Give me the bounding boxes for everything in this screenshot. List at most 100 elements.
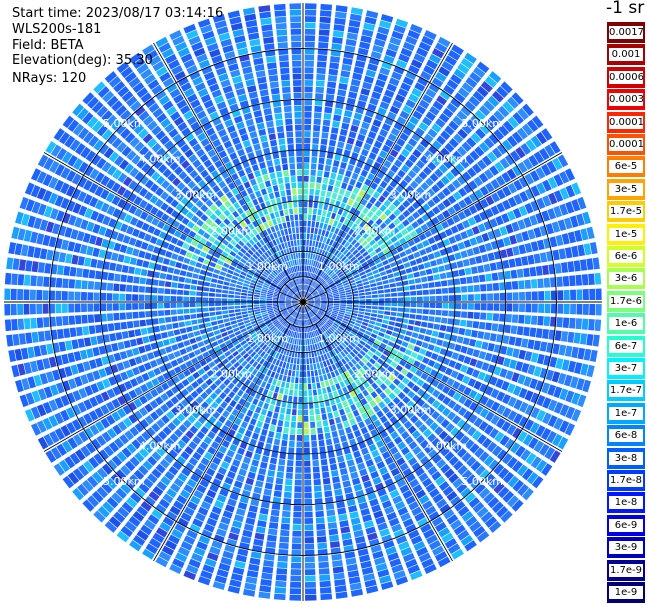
radar-gate [274,587,287,594]
radar-gate [208,292,215,297]
radar-gate [305,345,308,352]
radar-gate [574,362,583,375]
radar-gate [151,295,158,301]
radar-gate [190,313,197,319]
radar-gate [169,337,177,345]
radar-gate [336,194,343,202]
radar-gate [253,302,260,305]
radar-gate [529,422,540,434]
radar-gate [205,240,213,248]
radar-gate [209,462,219,471]
radar-gate [159,521,171,533]
radar-gate [379,494,390,503]
radar-gate [216,284,223,289]
radar-gate [333,24,345,32]
radar-gate [213,534,225,543]
radar-gate [367,492,377,501]
radar-gate [98,449,110,461]
radar-gate [384,506,395,515]
radar-gate [264,319,271,324]
radar-gate [208,302,215,307]
radar-gate [138,294,145,301]
radar-gate [239,441,248,450]
radar-gate [500,510,513,523]
radar-gate [336,174,344,182]
radar-gate [272,378,278,386]
radar-gate [10,304,17,316]
radar-gate [247,471,256,480]
radar-gate [253,486,263,494]
radar-gate [582,303,589,315]
radar-gate [248,32,260,41]
radar-gate [347,322,354,328]
radar-gate [240,368,247,375]
radar-gate [407,325,414,331]
radar-gate [281,354,286,362]
radar-gate [326,444,334,452]
radar-gate [295,312,299,318]
radar-gate [307,305,312,310]
radar-gate [184,446,194,455]
radar-gate [288,308,294,313]
radar-gate [363,403,371,411]
radar-gate [329,541,341,549]
radar-gate [134,452,145,463]
radar-gate [297,332,300,339]
radar-gate [521,468,534,481]
radar-gate [235,288,242,292]
radar-gate [375,562,388,572]
radar-gate [155,527,168,538]
radar-gate [498,467,510,480]
radar-gate [229,579,242,588]
radar-gate [279,294,286,298]
radar-gate [178,276,186,283]
radar-gate [349,351,356,358]
radar-gate [257,520,267,528]
radar-gate [331,166,339,174]
radar-gate [457,465,468,476]
radar-gate [334,416,342,424]
radar-gate [21,378,30,391]
radar-gate [384,478,394,487]
radar-gate [290,421,296,428]
radar-gate [230,573,243,582]
radar-gate [527,339,535,350]
radar-gate [150,388,159,398]
radar-gate [259,11,272,19]
radar-gate [439,348,447,356]
radar-gate [286,189,292,196]
radar-gate [316,313,322,318]
radar-gate [128,237,137,246]
radar-gate [289,434,296,441]
radar-gate [257,320,264,325]
radar-gate [29,231,39,244]
radar-gate [161,213,170,222]
radar-gate [301,307,303,314]
radar-gate [347,432,355,440]
radar-gate [276,230,282,238]
radar-gate [188,230,197,238]
radar-gate [153,367,162,376]
radar-gate [469,401,478,412]
radar-gate [213,345,221,352]
radar-gate [293,295,299,300]
radar-gate [83,257,92,267]
radar-gate [518,349,527,360]
radar-gate [328,392,334,400]
radar-gate [325,438,333,446]
radar-gate [592,334,600,347]
radar-gate [292,311,297,317]
radar-gate [483,492,495,504]
radar-gate [378,331,385,338]
radar-gate [296,150,302,157]
radar-gate [305,306,309,312]
radar-gate [170,359,179,368]
radar-gate [266,298,273,301]
radar-gate [312,337,317,344]
radar-gate [327,515,337,523]
radar-gate [259,161,266,169]
radar-gate [222,510,233,519]
radar-gate [226,470,236,479]
radar-gate [205,467,216,477]
radar-gate [404,436,414,445]
